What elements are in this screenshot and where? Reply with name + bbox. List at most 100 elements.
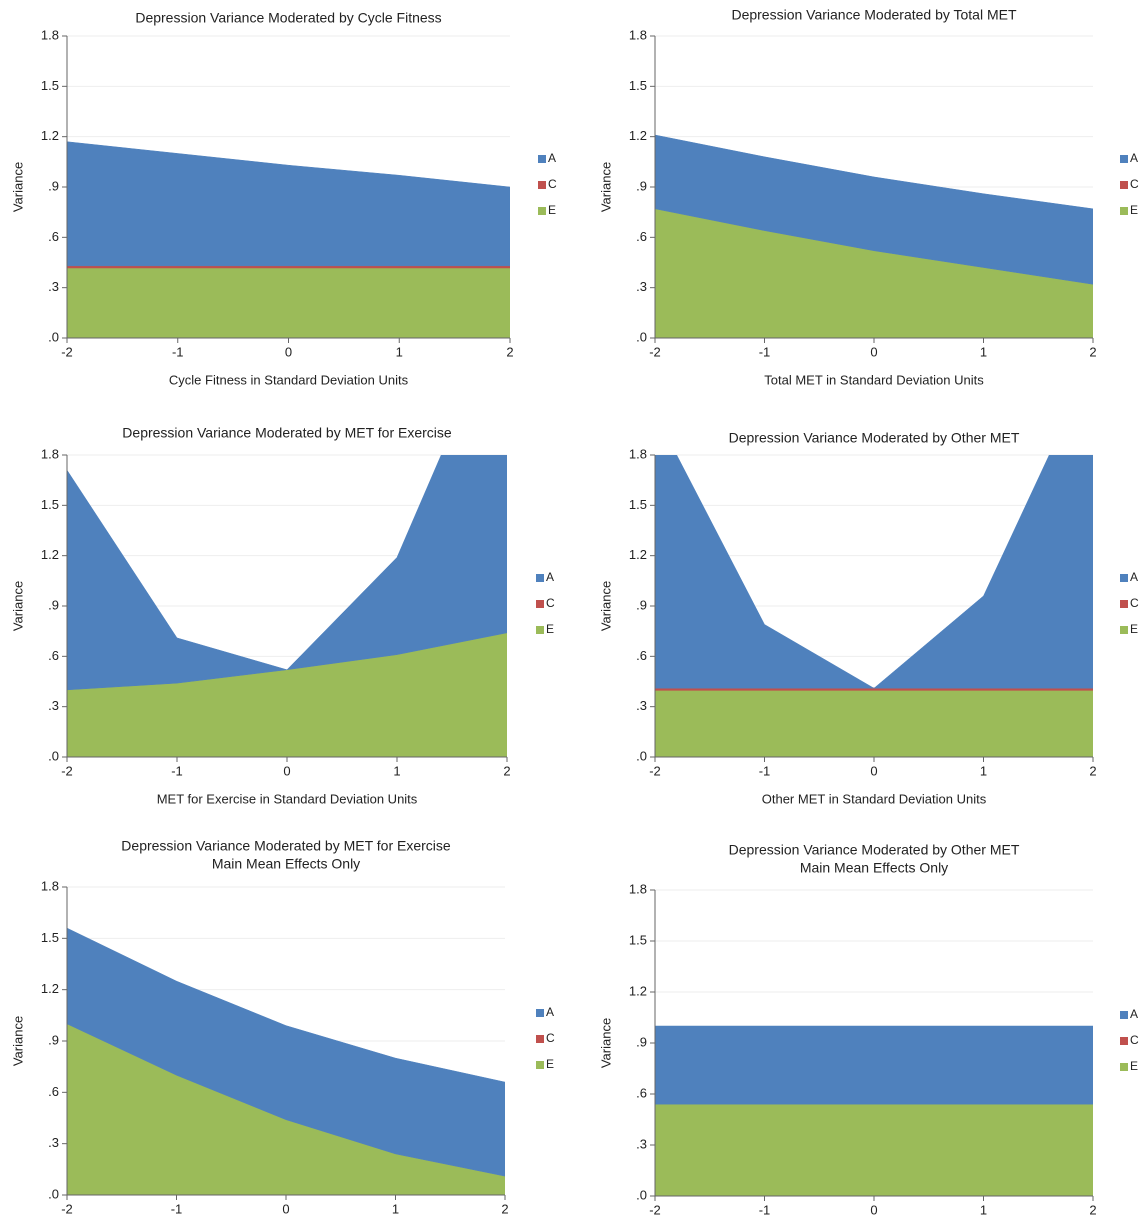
x-axis-label: Cycle Fitness in Standard Deviation Unit… — [169, 372, 409, 387]
legend-label: C — [1130, 1033, 1139, 1047]
legend-swatch — [1120, 181, 1128, 189]
chart-title: Depression Variance Moderated by Other M… — [729, 842, 1020, 858]
x-tick-label: -2 — [649, 1202, 661, 1217]
legend-label: A — [1130, 1007, 1138, 1021]
chart-title: Depression Variance Moderated by MET for… — [121, 838, 451, 854]
x-tick-label: 2 — [506, 344, 513, 359]
chart: Depression Variance Moderated by Cycle F… — [10, 10, 557, 388]
y-tick-label: .0 — [636, 1187, 647, 1202]
legend-swatch — [1120, 600, 1128, 608]
x-tick-label: -2 — [61, 344, 73, 359]
legend-swatch — [1120, 574, 1128, 582]
y-tick-label: 1.5 — [629, 78, 647, 93]
x-tick-label: 1 — [980, 1202, 987, 1217]
legend-label: C — [548, 177, 557, 191]
legend-label: C — [546, 596, 555, 610]
y-tick-label: 1.2 — [41, 981, 59, 996]
area-a — [655, 1025, 1093, 1105]
area-a — [655, 455, 1093, 689]
y-tick-label: .9 — [636, 597, 647, 612]
chart: Depression Variance Moderated by MET for… — [10, 838, 555, 1217]
x-axis-label: Total MET in Standard Deviation Units — [764, 372, 984, 387]
legend-label: E — [1130, 1059, 1138, 1073]
y-tick-label: .3 — [636, 279, 647, 294]
legend-swatch — [536, 574, 544, 582]
x-tick-label: 0 — [282, 1201, 289, 1216]
area-e — [655, 1103, 1093, 1196]
x-tick-label: -1 — [171, 1201, 183, 1216]
y-tick-label: .3 — [636, 698, 647, 713]
chart: Depression Variance Moderated by Other M… — [598, 842, 1139, 1218]
legend-swatch — [536, 626, 544, 634]
legend-swatch — [538, 181, 546, 189]
y-tick-label: .0 — [636, 748, 647, 763]
chart-title: Depression Variance Moderated by MET for… — [122, 425, 452, 441]
legend-label: A — [548, 151, 556, 165]
legend-label: A — [1130, 570, 1138, 584]
y-tick-label: 1.2 — [629, 128, 647, 143]
x-tick-label: 1 — [980, 344, 987, 359]
legend-label: E — [1130, 622, 1138, 636]
y-tick-label: 1.8 — [629, 446, 647, 461]
y-tick-label: .3 — [48, 279, 59, 294]
chart-title: Depression Variance Moderated by Total M… — [731, 7, 1017, 23]
y-tick-label: .3 — [48, 1135, 59, 1150]
legend-swatch — [538, 155, 546, 163]
y-tick-label: 1.8 — [629, 881, 647, 896]
y-axis-label: Variance — [598, 1018, 613, 1068]
legend-swatch — [536, 1009, 544, 1017]
chart: Depression Variance Moderated by MET for… — [10, 425, 555, 807]
legend-label: E — [546, 622, 554, 636]
y-tick-label: 1.5 — [629, 932, 647, 947]
legend-swatch — [536, 1061, 544, 1069]
chart-title: Depression Variance Moderated by Cycle F… — [135, 10, 441, 26]
chart-subtitle: Main Mean Effects Only — [212, 856, 360, 872]
x-tick-label: 0 — [870, 344, 877, 359]
y-tick-label: .9 — [48, 1032, 59, 1047]
y-tick-label: .6 — [636, 229, 647, 244]
x-tick-label: 1 — [393, 763, 400, 778]
y-tick-label: 1.2 — [629, 983, 647, 998]
legend-label: A — [546, 1005, 554, 1019]
x-tick-label: 0 — [283, 763, 290, 778]
area-c — [67, 265, 510, 269]
chart-subtitle: Main Mean Effects Only — [800, 860, 948, 876]
y-tick-label: 1.8 — [629, 27, 647, 42]
chart: Depression Variance Moderated by Other M… — [598, 430, 1139, 807]
x-tick-label: 2 — [501, 1201, 508, 1216]
y-tick-label: 1.2 — [41, 128, 59, 143]
y-tick-label: 1.8 — [41, 27, 59, 42]
x-tick-label: 1 — [392, 1201, 399, 1216]
y-tick-label: .0 — [636, 329, 647, 344]
y-axis-label: Variance — [598, 162, 613, 212]
x-tick-label: -2 — [61, 1201, 73, 1216]
area-a — [67, 455, 507, 691]
y-tick-label: .6 — [48, 229, 59, 244]
x-tick-label: -1 — [171, 763, 183, 778]
x-tick-label: -2 — [61, 763, 73, 778]
y-tick-label: 1.8 — [41, 446, 59, 461]
y-tick-label: .9 — [48, 178, 59, 193]
legend-label: C — [1130, 177, 1139, 191]
y-tick-label: .6 — [636, 648, 647, 663]
y-tick-label: .0 — [48, 748, 59, 763]
y-tick-label: 1.2 — [41, 547, 59, 562]
y-tick-label: 1.5 — [41, 497, 59, 512]
x-tick-label: 1 — [980, 763, 987, 778]
legend-swatch — [1120, 155, 1128, 163]
y-tick-label: .6 — [48, 1084, 59, 1099]
x-tick-label: -1 — [759, 344, 771, 359]
y-tick-label: 1.5 — [41, 78, 59, 93]
y-tick-label: .6 — [48, 648, 59, 663]
x-tick-label: -1 — [759, 763, 771, 778]
area-e — [67, 267, 510, 338]
x-axis-label: Other MET in Standard Deviation Units — [762, 791, 987, 806]
x-tick-label: 2 — [1089, 1202, 1096, 1217]
legend-swatch — [1120, 1063, 1128, 1071]
y-axis-label: Variance — [10, 1016, 25, 1066]
legend-label: C — [1130, 596, 1139, 610]
legend-label: A — [1130, 151, 1138, 165]
area-a — [67, 141, 510, 267]
y-tick-label: .0 — [48, 329, 59, 344]
